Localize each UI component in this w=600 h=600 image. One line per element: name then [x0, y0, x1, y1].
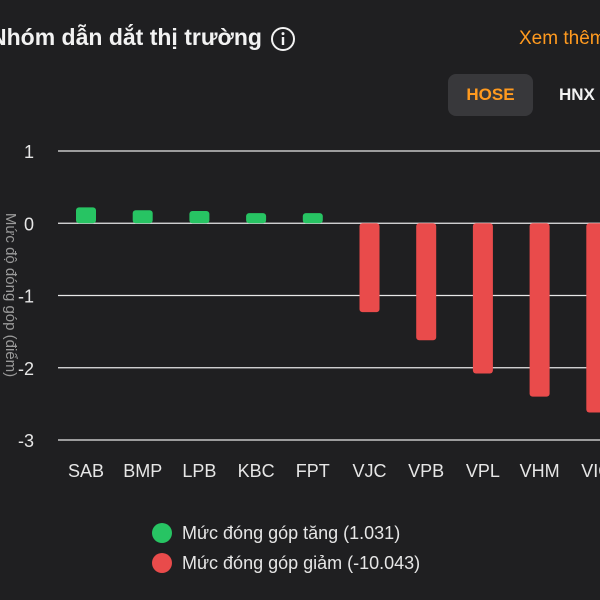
x-tick-label: VPL: [466, 461, 500, 481]
x-tick-label: SAB: [68, 461, 104, 481]
legend-positive-dot: [152, 523, 172, 543]
x-tick-label: VJC: [352, 461, 386, 481]
x-tick-label: BMP: [123, 461, 162, 481]
y-tick-label: 1: [24, 142, 34, 162]
legend-positive-label: Mức đóng góp tăng (1.031): [182, 522, 401, 543]
x-tick-label: VIC: [581, 461, 600, 481]
legend-negative-dot: [152, 553, 172, 573]
bar-vpl[interactable]: [472, 223, 493, 374]
x-tick-label: VHM: [520, 461, 560, 481]
bar-vhm[interactable]: [529, 223, 550, 397]
page-title: Nhóm dẫn dắt thị trường: [0, 24, 262, 50]
tab-hose[interactable]: HOSE: [448, 74, 533, 116]
x-tick-label: FPT: [296, 461, 330, 481]
x-tick-label: VPB: [408, 461, 444, 481]
info-icon[interactable]: [270, 26, 296, 52]
y-axis-title: Mức độ đóng góp (điểm): [2, 213, 19, 377]
legend-negative-label: Mức đóng góp giảm (-10.043): [182, 552, 421, 573]
y-tick-label: -3: [18, 431, 34, 451]
bar-bmp[interactable]: [132, 210, 153, 224]
bar-vpb[interactable]: [416, 223, 437, 341]
y-tick-label: -2: [18, 359, 34, 379]
bar-sab[interactable]: [76, 207, 96, 224]
y-tick-label: 0: [24, 214, 34, 234]
bar-vic[interactable]: [586, 223, 600, 413]
bar-fpt[interactable]: [302, 213, 323, 224]
y-tick-label: -1: [18, 287, 34, 307]
legend-negative: Mức đóng góp giảm (-10.043): [152, 551, 420, 575]
see-more-link[interactable]: Xem thêm: [519, 28, 600, 49]
x-tick-label: KBC: [238, 461, 275, 481]
bar-kbc[interactable]: [246, 213, 267, 224]
bar-vjc[interactable]: [359, 223, 380, 313]
tab-hnx[interactable]: HNX: [559, 85, 595, 104]
bar-lpb[interactable]: [189, 210, 210, 224]
market-leaders-chart: 1 0 -1 -2 -3 SAB BMP LPB KBC FPT VJC VPB VPL VHM VIC M…: [2, 142, 600, 481]
legend-positive: Mức đóng góp tăng (1.031): [152, 521, 400, 545]
x-tick-label: LPB: [182, 461, 216, 481]
